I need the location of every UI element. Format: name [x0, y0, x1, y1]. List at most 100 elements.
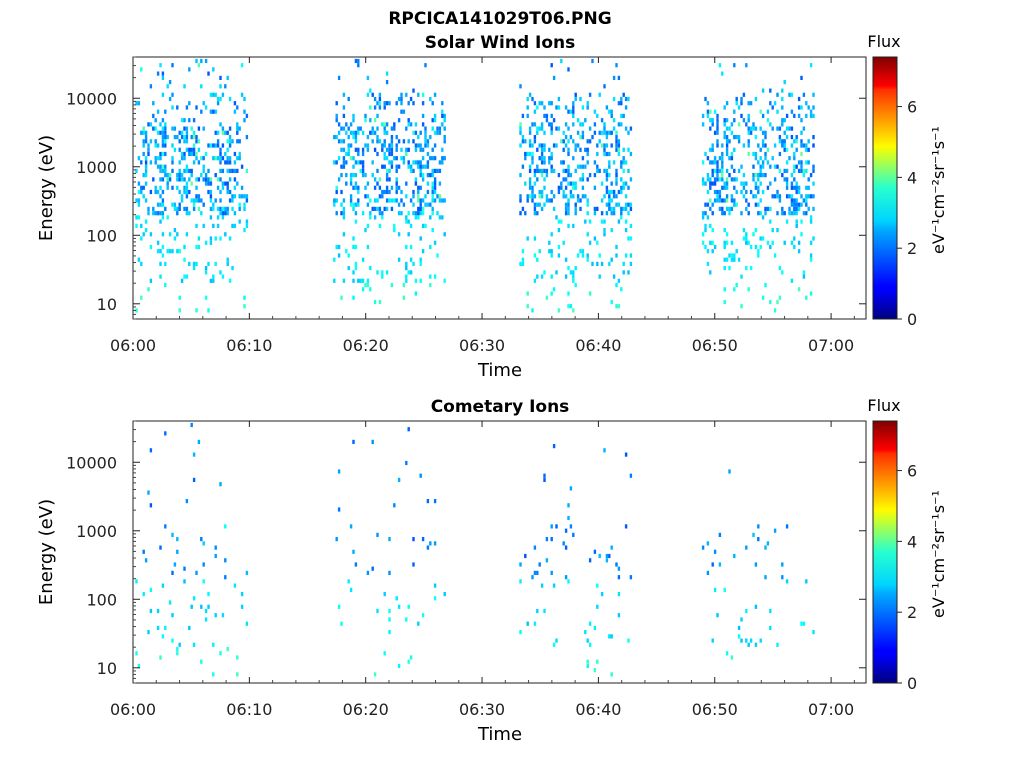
- heatmap-cell: [337, 604, 341, 609]
- heatmap-cell: [219, 156, 222, 161]
- heatmap-cell: [185, 139, 189, 144]
- heatmap-cell: [159, 63, 162, 68]
- heatmap-cell: [730, 164, 734, 169]
- heatmap-cell: [764, 143, 767, 148]
- colorbar-tick-label: 4: [907, 168, 917, 187]
- heatmap-cell: [405, 151, 408, 157]
- heatmap-cell: [168, 232, 172, 237]
- heatmap-cell: [567, 67, 570, 72]
- heatmap-cell: [536, 257, 539, 262]
- heatmap-cell: [812, 92, 815, 97]
- heatmap-cell: [785, 579, 789, 584]
- heatmap-cell: [371, 439, 374, 444]
- heatmap-cell: [197, 236, 201, 241]
- heatmap-cell: [728, 469, 731, 474]
- heatmap-cell: [610, 113, 613, 118]
- heatmap-cell: [596, 261, 599, 266]
- heatmap-cell: [528, 126, 532, 131]
- heatmap-cell: [519, 198, 522, 203]
- heatmap-cell: [347, 253, 350, 258]
- heatmap-cell: [809, 109, 813, 114]
- heatmap-cell: [400, 211, 403, 216]
- heatmap-cell: [431, 101, 434, 106]
- heatmap-cell: [219, 236, 222, 241]
- heatmap-cell: [540, 147, 544, 152]
- heatmap-cell: [388, 147, 391, 152]
- heatmap-cell: [805, 194, 808, 199]
- heatmap-cell: [771, 156, 774, 161]
- heatmap-cell: [620, 96, 623, 102]
- heatmap-cell: [378, 177, 382, 182]
- heatmap-cell: [533, 211, 537, 216]
- heatmap-cell: [159, 177, 162, 182]
- heatmap-cell: [745, 266, 748, 271]
- heatmap-cell: [414, 215, 418, 220]
- heatmap-cell: [538, 189, 541, 195]
- heatmap-cell: [357, 198, 360, 203]
- heatmap-cell: [564, 143, 568, 148]
- heatmap-cell: [759, 168, 762, 173]
- heatmap-cell: [407, 211, 410, 216]
- heatmap-cell: [612, 118, 616, 123]
- heatmap-cell: [149, 608, 153, 614]
- heatmap-cell: [610, 189, 613, 195]
- heatmap-cell: [627, 130, 630, 135]
- heatmap-cell: [769, 608, 772, 614]
- heatmap-cell: [183, 126, 186, 131]
- heatmap-cell: [405, 126, 408, 131]
- heatmap-cell: [725, 143, 729, 148]
- heatmap-cell: [390, 206, 394, 211]
- heatmap-cell: [797, 249, 801, 254]
- heatmap-cell: [569, 194, 573, 199]
- heatmap-cell: [204, 608, 208, 614]
- heatmap-cell: [757, 202, 760, 207]
- heatmap-cell: [352, 173, 355, 178]
- heatmap-cell: [424, 130, 427, 135]
- heatmap-cell: [564, 177, 568, 182]
- heatmap-cell: [200, 84, 203, 89]
- heatmap-cell: [781, 575, 784, 580]
- heatmap-cell: [557, 105, 561, 110]
- heatmap-cell: [605, 135, 609, 140]
- heatmap-cell: [357, 130, 360, 135]
- heatmap-cell: [381, 270, 384, 275]
- heatmap-cell: [805, 160, 808, 165]
- heatmap-cell: [395, 147, 398, 152]
- heatmap-cell: [610, 634, 613, 639]
- heatmap-cell: [709, 181, 712, 186]
- heatmap-cell: [433, 118, 437, 123]
- heatmap-cell: [188, 189, 191, 195]
- heatmap-cell: [342, 164, 346, 169]
- heatmap-cell: [352, 130, 355, 135]
- heatmap-cell: [783, 80, 786, 85]
- heatmap-cell: [600, 219, 604, 224]
- heatmap-cell: [802, 168, 806, 173]
- heatmap-cell: [584, 147, 587, 152]
- heatmap-cell: [424, 126, 427, 131]
- heatmap-cell: [569, 173, 573, 178]
- heatmap-cell: [747, 130, 750, 135]
- heatmap-cell: [800, 143, 803, 148]
- heatmap-cell: [216, 143, 220, 148]
- heatmap-cell: [790, 173, 794, 178]
- heatmap-cell: [390, 147, 394, 152]
- heatmap-cell: [395, 198, 398, 203]
- heatmap-cell: [202, 177, 205, 182]
- heatmap-cell: [533, 181, 537, 186]
- heatmap-cell: [236, 156, 239, 161]
- heatmap-cell: [805, 198, 808, 203]
- heatmap-cell: [443, 118, 446, 123]
- heatmap-cell: [376, 113, 379, 118]
- heatmap-cell: [185, 168, 189, 173]
- heatmap-cell: [581, 130, 585, 135]
- heatmap-cell: [407, 232, 410, 237]
- heatmap-cell: [369, 287, 372, 292]
- heatmap-cell: [605, 151, 609, 157]
- heatmap-cell: [730, 194, 734, 199]
- heatmap-cell: [725, 181, 729, 186]
- heatmap-cell: [438, 130, 442, 135]
- heatmap-cell: [807, 206, 810, 211]
- heatmap-cell: [421, 101, 425, 106]
- heatmap-cell: [176, 549, 179, 554]
- heatmap-cell: [433, 596, 437, 601]
